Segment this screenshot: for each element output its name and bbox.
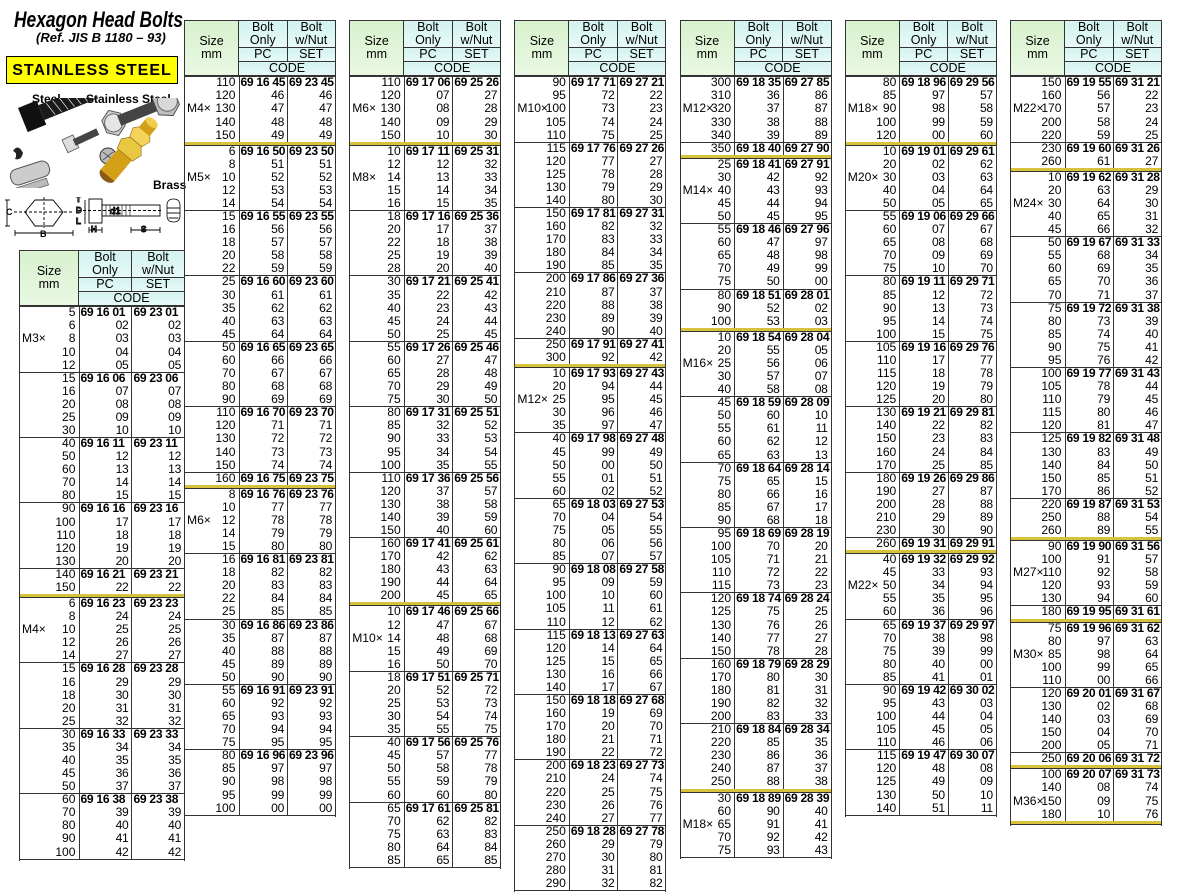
svg-text:S: S	[141, 225, 147, 234]
svg-text:C: C	[6, 207, 13, 217]
svg-text:B: B	[40, 229, 47, 237]
svg-text:H: H	[91, 225, 97, 234]
svg-text:T: T	[76, 197, 81, 204]
svg-text:D: D	[76, 206, 82, 215]
svg-text:d1: d1	[110, 206, 121, 216]
svg-text:L: L	[76, 217, 81, 226]
